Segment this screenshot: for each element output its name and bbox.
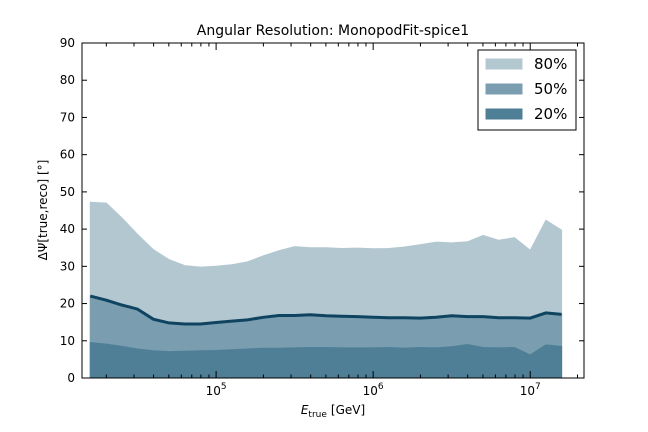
- x-axis: 105 106 107: [105, 43, 578, 398]
- x-axis-title: Etrue [GeV]: [301, 403, 365, 420]
- y-tick-label: 80: [60, 73, 75, 87]
- area-series-2: [89, 342, 563, 379]
- legend-swatch-1: [485, 83, 523, 95]
- y-axis-title: ΔΨ[true,reco] [°]: [36, 160, 50, 261]
- y-tick-label: 0: [67, 371, 75, 385]
- legend-label-1: 50%: [534, 80, 567, 98]
- median-line: [89, 294, 562, 326]
- x-axis-title-unit: [GeV]: [331, 403, 365, 417]
- y-tick-label: 70: [60, 110, 75, 124]
- legend-label-2: 20%: [534, 105, 567, 123]
- chart-title: Angular Resolution: MonopodFit-spice1: [197, 23, 469, 39]
- y-tick-label: 20: [60, 297, 75, 311]
- legend-swatch-0: [485, 58, 523, 70]
- y-axis: 0 10 20 30 40 50 60 70 80 90: [60, 36, 584, 385]
- x-tick-label: 106: [363, 382, 384, 398]
- x-tick-label: 105: [206, 382, 227, 398]
- y-tick-label: 10: [60, 334, 75, 348]
- y-tick-label: 90: [60, 36, 75, 50]
- y-tick-label: 30: [60, 259, 75, 273]
- legend: 80% 50% 20%: [477, 49, 577, 131]
- y-tick-label: 40: [60, 222, 75, 236]
- legend-swatch-2: [485, 108, 523, 120]
- y-tick-label: 60: [60, 148, 75, 162]
- x-axis-title-main: E: [301, 403, 309, 417]
- legend-label-0: 80%: [534, 55, 567, 73]
- plot-frame: [81, 42, 585, 379]
- y-tick-label: 50: [60, 185, 75, 199]
- median-line-group: [89, 294, 562, 326]
- x-axis-title-sub: true: [308, 410, 327, 420]
- plot-areas: [89, 201, 563, 379]
- x-tick-label: 107: [520, 382, 541, 398]
